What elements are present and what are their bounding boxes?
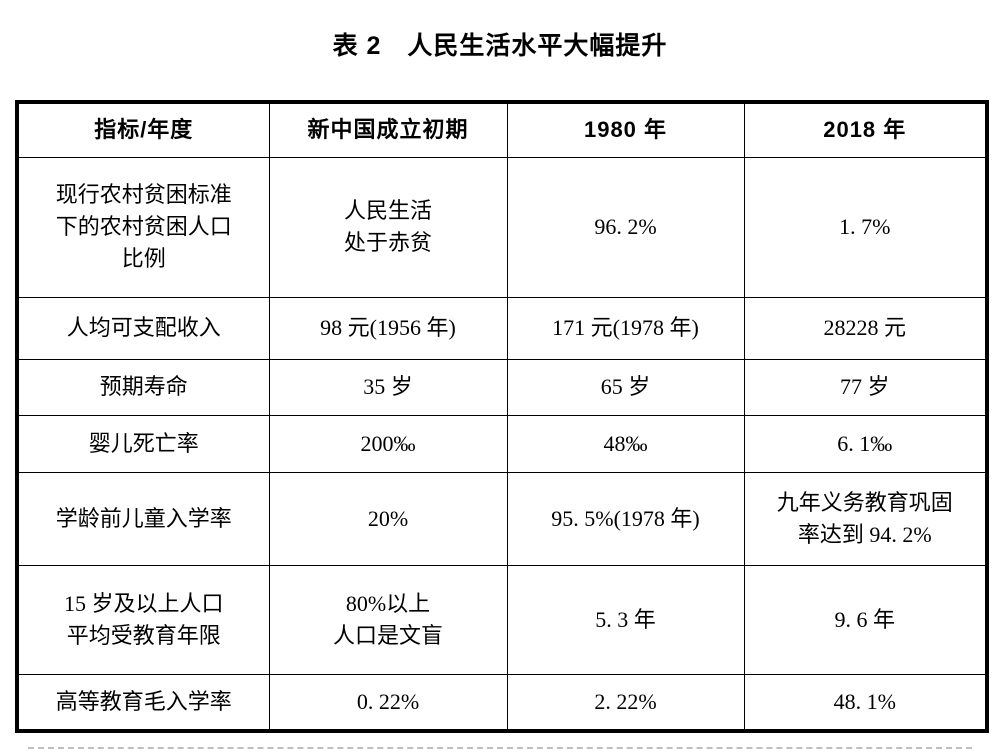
- table-cell: 77 岁: [743, 358, 988, 416]
- table-header-row: 指标/年度 新中国成立初期 1980 年 2018 年: [16, 101, 988, 158]
- column-header-1980: 1980 年: [506, 101, 745, 158]
- table-number: 表 2: [332, 32, 382, 60]
- table-cell: 九年义务教育巩固 率达到 94. 2%: [743, 471, 988, 566]
- table-cell: 9. 6 年: [743, 564, 988, 675]
- row-label-rural-poverty: 现行农村贫困标准 下的农村贫困人口 比例: [16, 156, 270, 298]
- table-caption: 表 2 人民生活水平大幅提升: [0, 26, 1000, 62]
- table-cell: 20%: [268, 471, 508, 566]
- table-cell: 98 元(1956 年): [268, 296, 508, 360]
- table-row: 学龄前儿童入学率 20% 95. 5%(1978 年) 九年义务教育巩固 率达到…: [16, 471, 988, 566]
- table-row: 人均可支配收入 98 元(1956 年) 171 元(1978 年) 28228…: [16, 296, 988, 360]
- table-row: 15 岁及以上人口 平均受教育年限 80%以上 人口是文盲 5. 3 年 9. …: [16, 564, 988, 675]
- table-cell: 171 元(1978 年): [506, 296, 745, 360]
- table-cell: 人民生活 处于赤贫: [268, 156, 508, 298]
- table-cell: 48. 1%: [743, 673, 988, 732]
- table-row: 现行农村贫困标准 下的农村贫困人口 比例 人民生活 处于赤贫 96. 2% 1.…: [16, 156, 988, 298]
- table-cell: 200‰: [268, 414, 508, 473]
- table-title: 人民生活水平大幅提升: [407, 32, 668, 60]
- table-cell: 35 岁: [268, 358, 508, 416]
- row-label-schooling-years: 15 岁及以上人口 平均受教育年限: [16, 564, 270, 675]
- table-cell: 95. 5%(1978 年): [506, 471, 745, 566]
- row-label-life-expectancy: 预期寿命: [16, 358, 270, 416]
- page-bottom-divider: [28, 747, 972, 749]
- table-cell: 96. 2%: [506, 156, 745, 298]
- table-cell: 65 岁: [506, 358, 745, 416]
- table-row: 高等教育毛入学率 0. 22% 2. 22% 48. 1%: [16, 673, 988, 732]
- column-header-early-prc: 新中国成立初期: [268, 101, 508, 158]
- table-row: 预期寿命 35 岁 65 岁 77 岁: [16, 358, 988, 416]
- row-label-preschool-enrollment: 学龄前儿童入学率: [16, 471, 270, 566]
- table-cell: 48‰: [506, 414, 745, 473]
- table-cell: 2. 22%: [506, 673, 745, 732]
- table-cell: 5. 3 年: [506, 564, 745, 675]
- row-label-higher-education: 高等教育毛入学率: [16, 673, 270, 732]
- table-cell: 80%以上 人口是文盲: [268, 564, 508, 675]
- living-standards-table: 指标/年度 新中国成立初期 1980 年 2018 年 现行农村贫困标准 下的农…: [15, 100, 989, 733]
- table-cell: 1. 7%: [743, 156, 988, 298]
- row-label-infant-mortality: 婴儿死亡率: [16, 414, 270, 473]
- table-cell: 28228 元: [743, 296, 988, 360]
- column-header-2018: 2018 年: [743, 101, 988, 158]
- table-cell: 0. 22%: [268, 673, 508, 732]
- column-header-indicator: 指标/年度: [16, 101, 270, 158]
- row-label-disposable-income: 人均可支配收入: [16, 296, 270, 360]
- table-cell: 6. 1‰: [743, 414, 988, 473]
- table-row: 婴儿死亡率 200‰ 48‰ 6. 1‰: [16, 414, 988, 473]
